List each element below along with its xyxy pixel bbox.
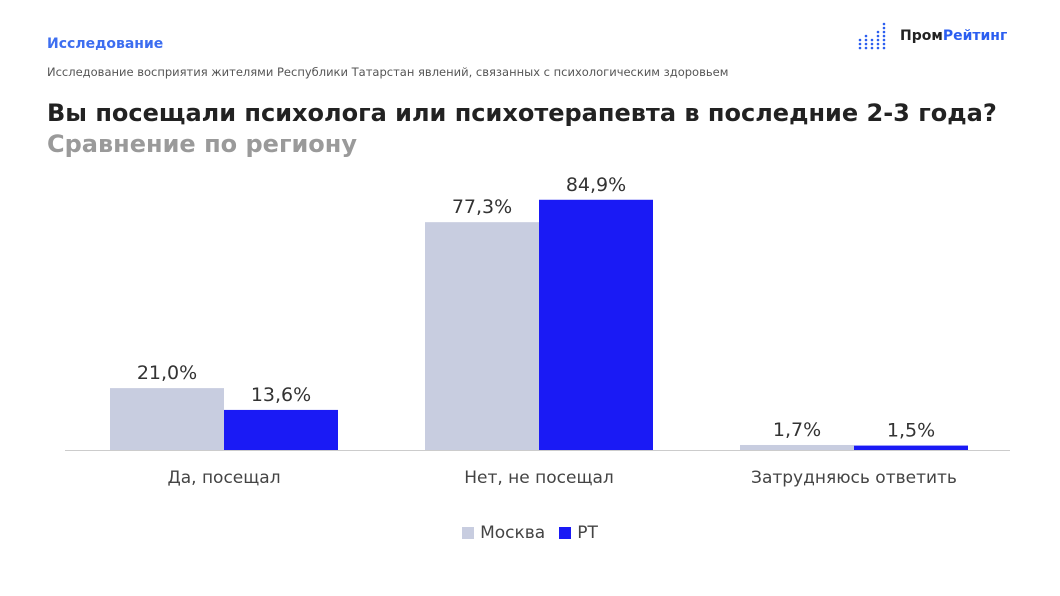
- bar-rt: [224, 409, 338, 450]
- logo-text: ПромРейтинг: [900, 28, 1007, 44]
- bar-rt: [854, 445, 968, 450]
- bar-moscow: [110, 388, 224, 450]
- logo: ПромРейтинг: [858, 22, 1007, 50]
- data-label: 77,3%: [452, 196, 512, 218]
- legend-item-rt: РТ: [559, 523, 598, 543]
- legend-swatch-moscow: [462, 527, 475, 539]
- page-title: Вы посещали психолога или психотерапевта…: [47, 98, 1007, 160]
- bar-rt: [539, 199, 653, 450]
- data-label: 13,6%: [251, 384, 311, 406]
- legend-label-moscow: Москва: [480, 523, 546, 543]
- legend-item-moscow: Москва: [462, 523, 545, 543]
- dot-bars-icon: [858, 22, 886, 50]
- title-main: Вы посещали психолога или психотерапевта…: [47, 99, 997, 127]
- title-sub: Сравнение по региону: [47, 130, 358, 158]
- legend-label-rt: РТ: [577, 523, 598, 543]
- bar-moscow: [425, 222, 539, 450]
- category-label: Да, посещал: [167, 468, 280, 488]
- logo-text-part2: Рейтинг: [942, 28, 1008, 44]
- legend: Москва РТ: [0, 523, 1060, 543]
- category-label: Нет, не посещал: [464, 468, 614, 488]
- page-subtitle: Исследование восприятия жителями Республ…: [47, 65, 729, 79]
- data-label: 21,0%: [137, 362, 197, 384]
- data-label: 1,7%: [773, 419, 821, 441]
- legend-swatch-rt: [559, 527, 572, 539]
- data-label: 1,5%: [887, 420, 935, 442]
- logo-text-part1: Пром: [900, 28, 943, 44]
- data-label: 84,9%: [566, 174, 626, 196]
- section-kicker: Исследование: [47, 36, 164, 52]
- category-label: Затрудняюсь ответить: [751, 468, 957, 488]
- bar-moscow: [740, 444, 854, 450]
